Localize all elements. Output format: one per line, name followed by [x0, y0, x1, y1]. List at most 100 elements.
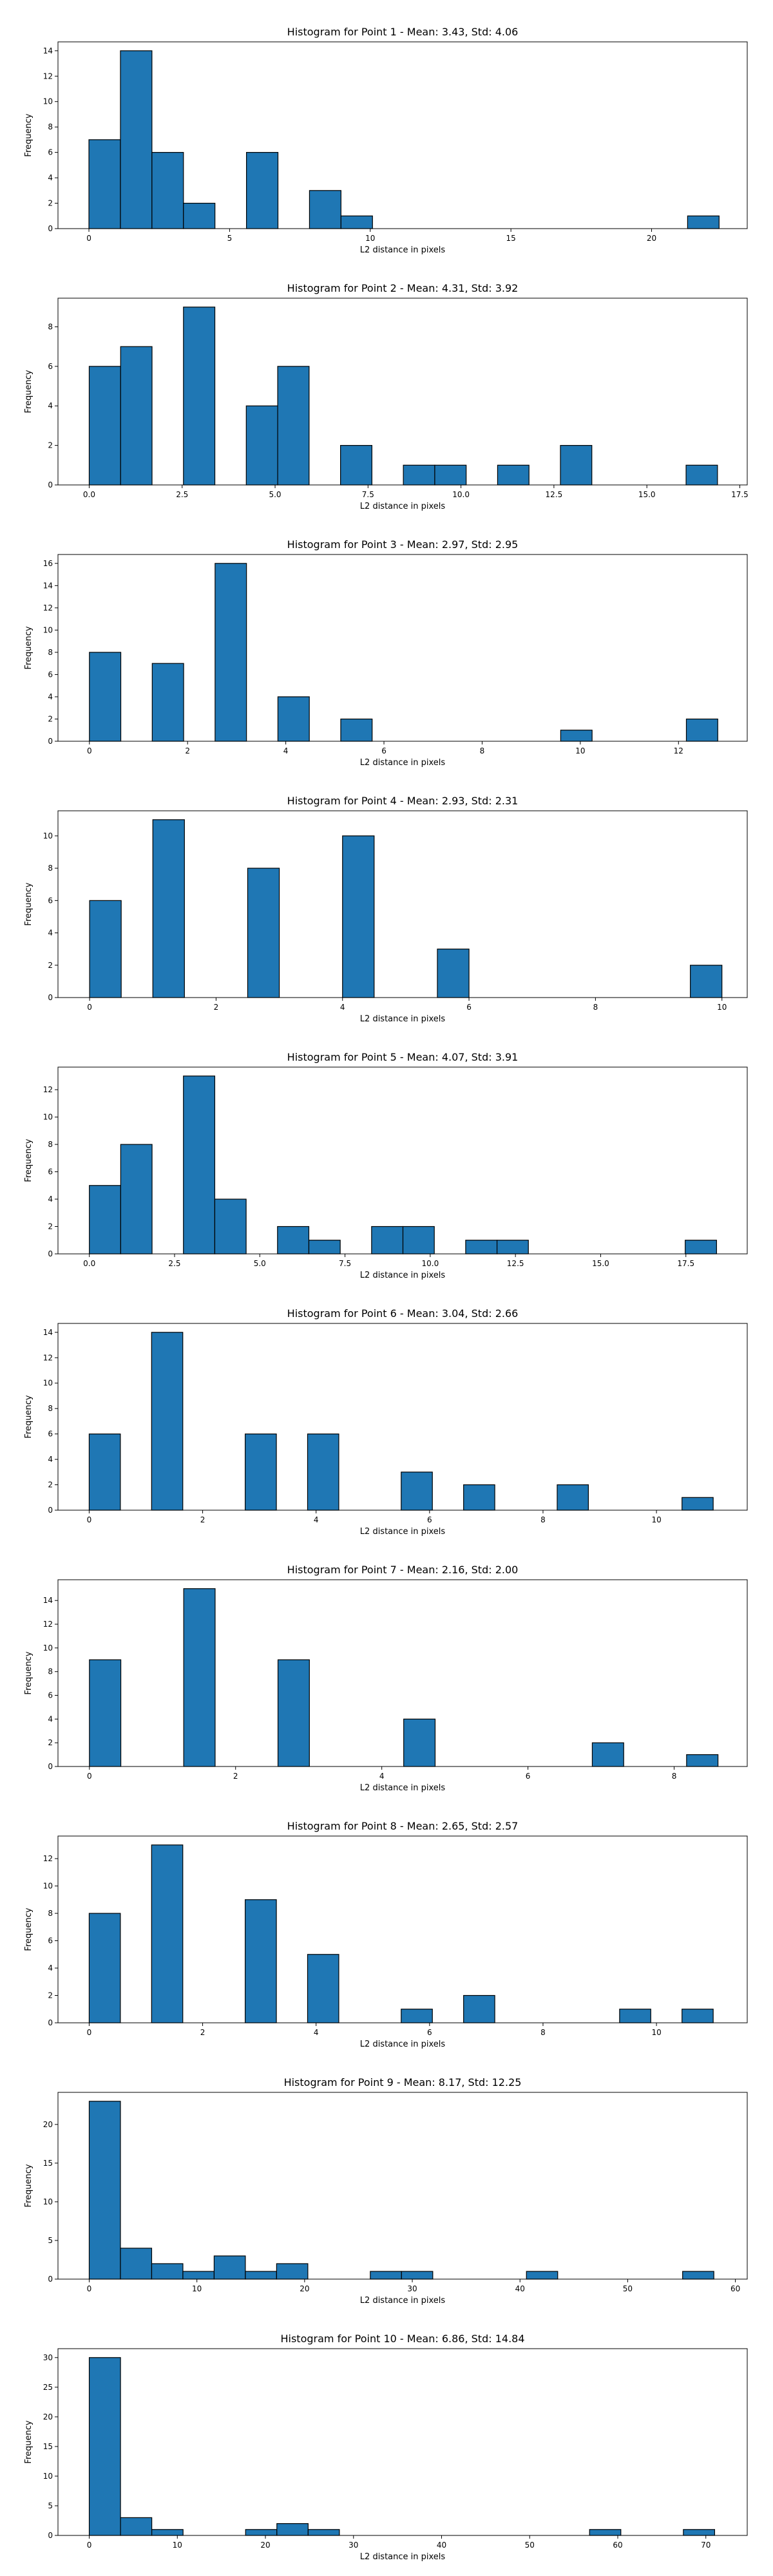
y-tick-label: 20 — [43, 2120, 53, 2129]
x-tick-label: 20 — [647, 234, 656, 243]
x-tick-label: 6 — [427, 1515, 432, 1524]
histogram-bar — [245, 2271, 277, 2280]
x-tick-label: 0 — [87, 746, 92, 755]
x-tick-label: 4 — [314, 1515, 319, 1524]
histogram-bar — [463, 1484, 495, 1511]
x-tick-label: 8 — [540, 1515, 546, 1524]
y-tick-label: 8 — [48, 322, 53, 331]
histogram-bar — [686, 1754, 719, 1767]
histogram-bar — [401, 1472, 433, 1511]
y-tick-label: 4 — [48, 401, 53, 410]
x-tick-label: 0 — [86, 234, 91, 243]
y-tick-label: 12 — [43, 1854, 53, 1863]
histogram-bar — [560, 730, 593, 742]
x-tick-label: 6 — [427, 2028, 432, 2037]
y-tick-label: 0 — [48, 1762, 53, 1771]
histogram-bar — [183, 202, 216, 229]
y-axis-label: Frequency — [24, 370, 33, 413]
histogram-bar — [151, 663, 184, 742]
histogram-bar — [685, 1240, 717, 1255]
chart-title: Histogram for Point 7 - Mean: 2.16, Std:… — [287, 1564, 519, 1576]
histogram-bar — [247, 867, 280, 998]
x-tick-label: 0 — [87, 2541, 92, 2550]
x-tick-label: 4 — [340, 1003, 345, 1012]
histogram-bar — [685, 464, 718, 486]
y-tick-label: 0 — [48, 2531, 53, 2540]
x-tick-label: 6 — [466, 1003, 472, 1012]
histogram-bar — [151, 1332, 184, 1511]
x-tick-label: 4 — [314, 2028, 319, 2037]
x-tick-label: 20 — [300, 2284, 309, 2293]
histogram-bar — [682, 2009, 714, 2023]
plot-frame — [57, 2092, 748, 2280]
y-tick-label: 20 — [43, 2412, 53, 2421]
chart-title: Histogram for Point 2 - Mean: 4.31, Std:… — [287, 282, 519, 294]
x-tick-label: 10 — [651, 1515, 661, 1524]
y-tick-label: 4 — [48, 692, 53, 701]
chart-title: Histogram for Point 4 - Mean: 2.93, Std:… — [287, 795, 519, 807]
histogram-bar — [89, 1659, 122, 1767]
histogram-bar — [120, 50, 153, 229]
y-tick-label: 0 — [48, 1249, 53, 1258]
histogram-bar — [560, 445, 593, 486]
x-tick-label: 70 — [701, 2541, 711, 2550]
x-tick-label: 2 — [200, 2028, 205, 2037]
y-tick-label: 0 — [48, 2018, 53, 2027]
histogram-bar — [89, 652, 122, 742]
histogram-bar — [152, 819, 185, 998]
y-tick-label: 6 — [48, 148, 53, 157]
y-tick-label: 6 — [48, 1937, 53, 1946]
histogram-bar — [151, 1844, 184, 2023]
x-tick-label: 10 — [192, 2284, 202, 2293]
y-tick-label: 25 — [43, 2383, 53, 2392]
histogram-bar — [591, 1742, 624, 1767]
y-tick-label: 10 — [43, 1882, 53, 1891]
chart-title: Histogram for Point 10 - Mean: 6.86, Std… — [280, 2333, 524, 2345]
x-tick-label: 5.0 — [254, 1259, 266, 1268]
x-tick-label: 0.0 — [83, 490, 95, 499]
y-tick-label: 0 — [48, 224, 53, 233]
x-tick-label: 8 — [672, 1772, 677, 1781]
y-tick-label: 8 — [48, 1667, 53, 1676]
y-tick-label: 14 — [43, 1328, 53, 1337]
histogram-bar — [277, 1659, 310, 1767]
x-tick-label: 60 — [613, 2541, 622, 2550]
x-tick-label: 0 — [87, 2028, 92, 2037]
y-tick-label: 2 — [48, 1222, 53, 1231]
histogram-bar — [89, 1185, 121, 1255]
x-tick-label: 50 — [525, 2541, 535, 2550]
chart-3: Histogram for Point 3 - Mean: 2.97, Std:… — [24, 538, 748, 768]
x-tick-label: 0 — [87, 1003, 92, 1012]
x-tick-label: 12.5 — [546, 490, 563, 499]
y-tick-label: 4 — [48, 1964, 53, 1973]
histogram-bar — [496, 1240, 529, 1255]
x-tick-label: 5.0 — [269, 490, 281, 499]
x-tick-label: 15.0 — [592, 1259, 609, 1268]
chart-1: Histogram for Point 1 - Mean: 3.43, Std:… — [24, 26, 748, 255]
histogram-bar — [690, 965, 723, 998]
y-tick-label: 10 — [43, 1643, 53, 1653]
y-tick-label: 12 — [43, 603, 53, 612]
histogram-bar — [342, 835, 375, 998]
histogram-bar — [120, 2248, 153, 2280]
histogram-bar — [307, 2529, 340, 2536]
x-tick-label: 17.5 — [677, 1259, 694, 1268]
y-tick-label: 2 — [48, 961, 53, 970]
y-tick-label: 4 — [48, 1714, 53, 1723]
histogram-bar — [463, 1994, 495, 2023]
histogram-bar — [151, 2529, 184, 2536]
histogram-bar — [619, 2009, 651, 2023]
x-tick-label: 4 — [379, 1772, 385, 1781]
histogram-bar — [88, 1434, 121, 1511]
histogram-bar — [403, 1718, 436, 1767]
histogram-bar — [151, 2263, 184, 2280]
x-tick-label: 8 — [480, 746, 485, 755]
y-tick-label: 0 — [48, 993, 53, 1002]
histogram-bar — [683, 2529, 716, 2536]
histogram-bar — [214, 1198, 247, 1255]
y-tick-label: 10 — [43, 831, 53, 840]
y-axis-label: Frequency — [24, 1651, 33, 1694]
x-tick-label: 0 — [87, 1772, 92, 1781]
y-tick-label: 14 — [43, 1596, 53, 1605]
histogram-bar — [340, 445, 372, 486]
